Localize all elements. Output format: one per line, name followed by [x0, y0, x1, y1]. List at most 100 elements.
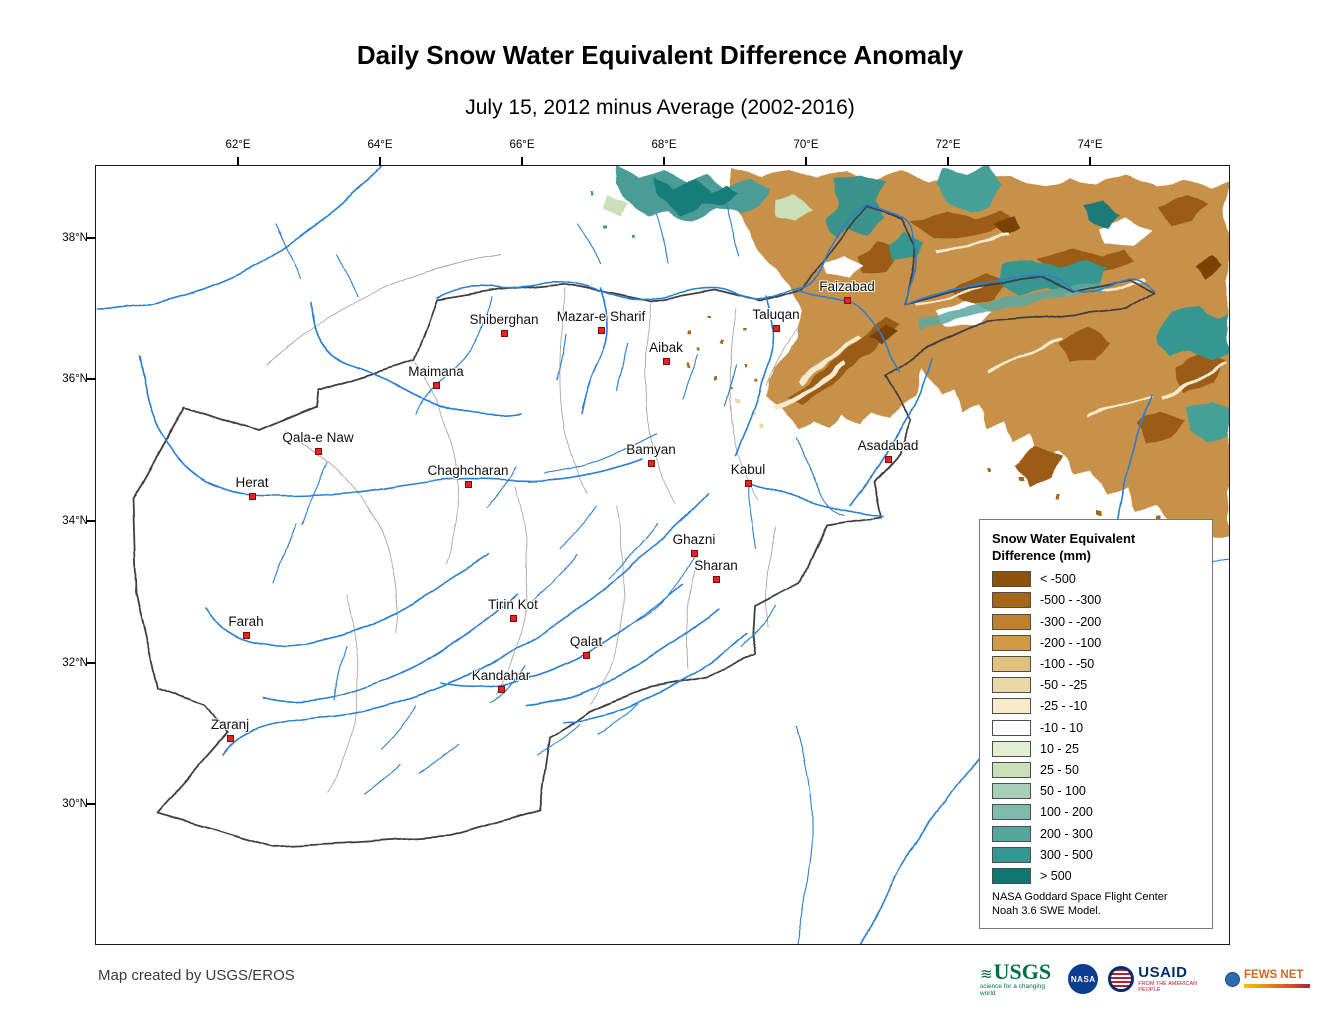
fewsnet-logo: FEWS NET	[1225, 970, 1310, 988]
usgs-logo: ≋ USGS science for a changing world	[980, 961, 1058, 997]
legend-swatch--300-200	[992, 613, 1031, 630]
logos-row: ≋ USGS science for a changing world NASA…	[980, 955, 1310, 1003]
legend-label--500: > 500	[1040, 868, 1072, 883]
city-marker-bamyan	[647, 459, 655, 467]
lon-label-72-e: 72°E	[935, 139, 961, 151]
legend-row--200-100: -200 - -100	[992, 634, 1204, 651]
legend-swatch--100-50	[992, 656, 1031, 672]
legend-row--300-200: -300 - -200	[992, 613, 1204, 630]
page-title: Daily Snow Water Equivalent Difference A…	[356, 40, 964, 70]
city-label-ghazni: Ghazni	[672, 532, 716, 547]
legend-swatch-25-50	[992, 761, 1031, 778]
lon-tick-62-e	[237, 157, 239, 166]
city-label-mazar-e-sharif: Mazar-e Sharif	[556, 309, 646, 324]
lon-label-66-e: 66°E	[509, 139, 535, 151]
legend-swatch--50-25	[992, 677, 1031, 694]
legend-row--500: > 500	[992, 867, 1204, 884]
nasa-logo-text: NASA	[1070, 974, 1096, 984]
lat-label-32-n: 32°N	[62, 657, 88, 669]
map-canvas	[97, 167, 1229, 944]
legend-swatch--10-10	[992, 719, 1031, 736]
legend-title-line1: Snow Water Equivalent	[992, 531, 1136, 546]
city-marker-kabul	[744, 479, 752, 487]
city-label-aibak: Aibak	[649, 340, 683, 355]
legend-row--50-25: -50 - -25	[992, 677, 1204, 694]
city-marker-qalat	[582, 651, 590, 659]
legend-swatch--200-100	[992, 634, 1031, 651]
lon-label-62-e: 62°E	[225, 139, 251, 151]
city-label-kabul: Kabul	[730, 462, 766, 477]
legend-row-10-25: 10 - 25	[992, 740, 1204, 757]
lon-tick-64-e	[379, 157, 381, 166]
city-marker-shiberghan	[500, 329, 508, 337]
city-label-farah: Farah	[228, 614, 264, 629]
fewsnet-bar	[1244, 983, 1310, 988]
legend-label-100-200: 100 - 200	[1040, 805, 1093, 820]
lat-label-30-n: 30°N	[62, 798, 88, 810]
legend-label-25-50: 25 - 50	[1040, 762, 1079, 777]
legend-swatch--25-10	[992, 698, 1031, 715]
city-label-maimana: Maimana	[408, 364, 464, 379]
legend-swatch-100-200	[992, 804, 1031, 821]
legend-row-25-50: 25 - 50	[992, 761, 1204, 778]
province-boundaries	[265, 253, 802, 794]
legend-row--500: < -500	[992, 571, 1204, 588]
country-border-afghanistan	[132, 205, 1154, 847]
legend-label-50-100: 50 - 100	[1040, 784, 1086, 799]
legend-row-200-300: 200 - 300	[992, 825, 1204, 842]
lat-tick-34-n	[87, 520, 96, 522]
legend: Snow Water Equivalent Difference (mm) < …	[979, 519, 1213, 929]
legend-label--500: < -500	[1040, 572, 1076, 587]
usgs-logo-text: USGS	[993, 959, 1052, 984]
usgs-tagline: science for a changing world	[980, 983, 1046, 997]
city-marker-chaghcharan	[464, 480, 472, 488]
usaid-seal-icon	[1108, 966, 1135, 992]
lat-label-38-n: 38°N	[62, 232, 88, 244]
fewsnet-globe-icon	[1225, 971, 1240, 987]
legend-swatch--500	[992, 867, 1031, 884]
city-label-bamyan: Bamyan	[626, 442, 676, 457]
legend-row-50-100: 50 - 100	[992, 783, 1204, 800]
legend-swatch--500	[992, 571, 1031, 588]
lon-label-70-e: 70°E	[793, 139, 819, 151]
city-marker-aibak	[662, 357, 670, 365]
city-label-qala-e-naw: Qala-e Naw	[282, 430, 354, 445]
lon-tick-74-e	[1089, 157, 1091, 166]
city-label-kandahar: Kandahar	[471, 668, 531, 683]
lat-label-34-n: 34°N	[62, 515, 88, 527]
legend-label-200-300: 200 - 300	[1040, 826, 1093, 841]
legend-label--500-300: -500 - -300	[1040, 593, 1102, 608]
map-frame: 62°E 64°E 66°E 68°E 70°E 72°E 74°E 38°N 36°N 34°…	[62, 139, 1230, 945]
city-label-zaranj: Zaranj	[210, 717, 250, 732]
legend-label-300-500: 300 - 500	[1040, 847, 1093, 862]
city-layer: Faizabad Taluqan Mazar-e Sharif Shiberghan A…	[96, 166, 1229, 944]
city-marker-faizabad	[843, 296, 851, 304]
lon-tick-70-e	[805, 157, 807, 166]
usaid-logo: USAID FROM THE AMERICAN PEOPLE	[1108, 965, 1215, 993]
legend-label--10-10: -10 - 10	[1040, 720, 1084, 735]
legend-row--100-50: -100 - -50	[992, 656, 1204, 672]
legend-label--25-10: -25 - -10	[1040, 699, 1088, 714]
city-marker-ghazni	[690, 549, 698, 557]
legend-row--25-10: -25 - -10	[992, 698, 1204, 715]
lon-tick-72-e	[947, 157, 949, 166]
legend-row-100-200: 100 - 200	[992, 804, 1204, 821]
lon-label-64-e: 64°E	[367, 139, 393, 151]
usgs-wave-icon: ≋	[980, 966, 993, 983]
page-subtitle: July 15, 2012 minus Average (2002-2016)	[465, 96, 855, 119]
usaid-logo-text: USAID	[1138, 964, 1188, 981]
lon-tick-66-e	[521, 157, 523, 166]
legend-row-300-500: 300 - 500	[992, 846, 1204, 863]
city-marker-maimana	[432, 381, 440, 389]
city-marker-farah	[242, 631, 250, 639]
lon-tick-68-e	[663, 157, 665, 166]
legend-row--500-300: -500 - -300	[992, 592, 1204, 609]
city-label-herat: Herat	[235, 475, 269, 490]
legend-label--300-200: -300 - -200	[1040, 614, 1102, 629]
city-marker-asadabad	[884, 455, 892, 463]
legend-swatch-10-25	[992, 740, 1031, 757]
city-marker-mazar-e-sharif	[597, 326, 605, 334]
legend-note: NASA Goddard Space Flight Center Noah 3.…	[992, 890, 1204, 919]
city-marker-qala-e-naw	[314, 447, 322, 455]
